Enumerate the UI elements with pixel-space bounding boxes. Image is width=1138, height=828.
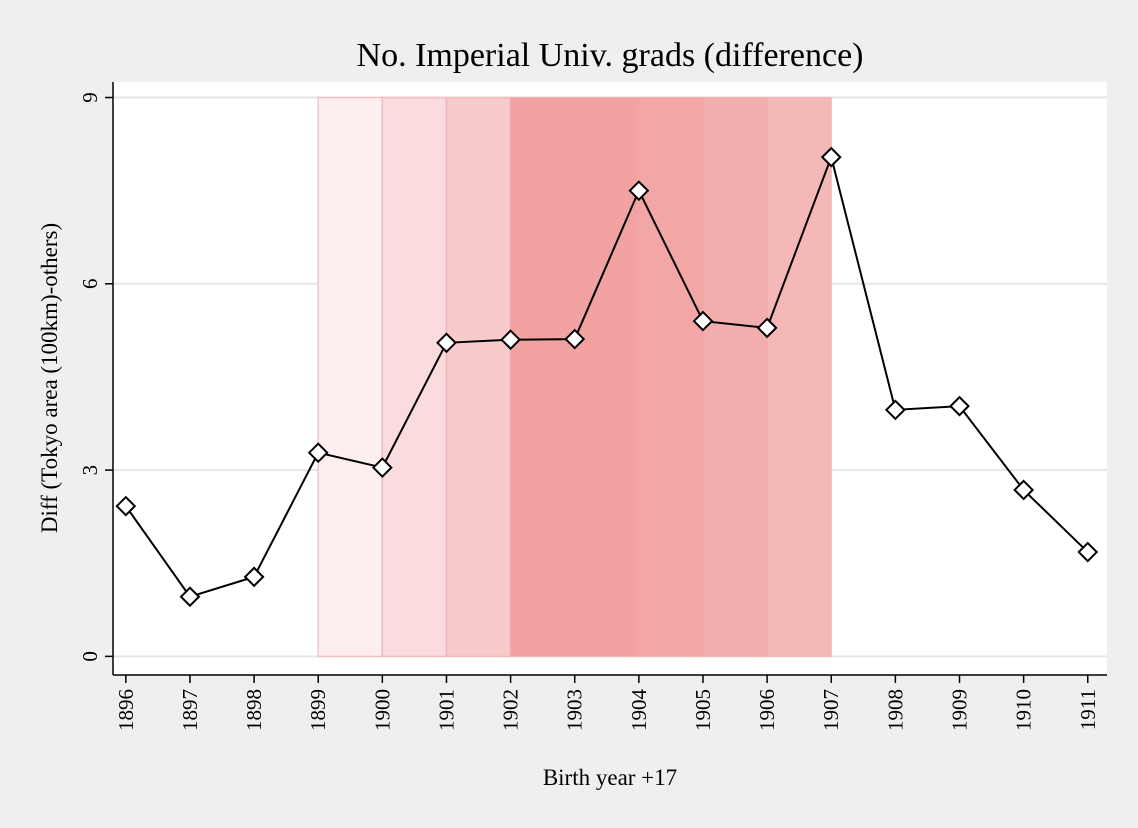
y-axis-label: Diff (Tokyo area (100km)-others) [37, 223, 62, 533]
shaded-band [509, 96, 640, 658]
shaded-band [638, 96, 704, 658]
x-tick-label: 1910 [1012, 689, 1036, 731]
x-axis-label: Birth year +17 [543, 765, 677, 790]
x-tick-label: 1898 [242, 689, 266, 731]
shaded-band [766, 96, 832, 658]
x-tick-label: 1902 [499, 689, 523, 731]
x-tick-label: 1906 [755, 689, 779, 731]
data-point [179, 586, 201, 608]
shaded-band [381, 96, 448, 658]
x-tick-label: 1909 [948, 689, 972, 731]
data-point [820, 146, 842, 168]
chart-title: No. Imperial Univ. grads (difference) [357, 37, 864, 74]
x-tick-label: 1897 [178, 689, 202, 731]
x-tick-label: 1896 [114, 689, 138, 731]
x-tick-label: 1908 [883, 689, 907, 731]
shaded-band [702, 96, 768, 658]
x-tick-label: 1907 [819, 689, 843, 731]
shaded-band [445, 96, 512, 658]
data-point [500, 329, 522, 351]
x-tick-label: 1903 [563, 689, 587, 731]
series-line [125, 153, 1089, 598]
data-point [243, 566, 265, 588]
data-point [628, 180, 650, 202]
y-tick-label: 0 [78, 651, 102, 662]
data-point [756, 317, 778, 339]
x-tick-label: 1904 [627, 689, 651, 732]
data-point [949, 395, 970, 417]
x-tick-label: 1911 [1076, 689, 1100, 730]
data-point [371, 457, 393, 479]
y-tick-label: 9 [78, 92, 102, 103]
y-tick-label: 3 [78, 465, 102, 476]
shaded-band [317, 96, 384, 658]
data-point [884, 399, 906, 421]
data-point [115, 495, 137, 517]
y-tick-label: 6 [78, 279, 102, 290]
data-point [1077, 541, 1099, 563]
x-tick-label: 1905 [691, 689, 715, 731]
data-point [564, 328, 586, 350]
data-point [436, 332, 457, 354]
x-tick-label: 1900 [370, 689, 394, 731]
x-tick-label: 1899 [306, 689, 330, 731]
data-point [307, 442, 329, 464]
x-tick-label: 1901 [434, 689, 458, 731]
data-point [692, 310, 714, 332]
data-point [1013, 479, 1035, 501]
